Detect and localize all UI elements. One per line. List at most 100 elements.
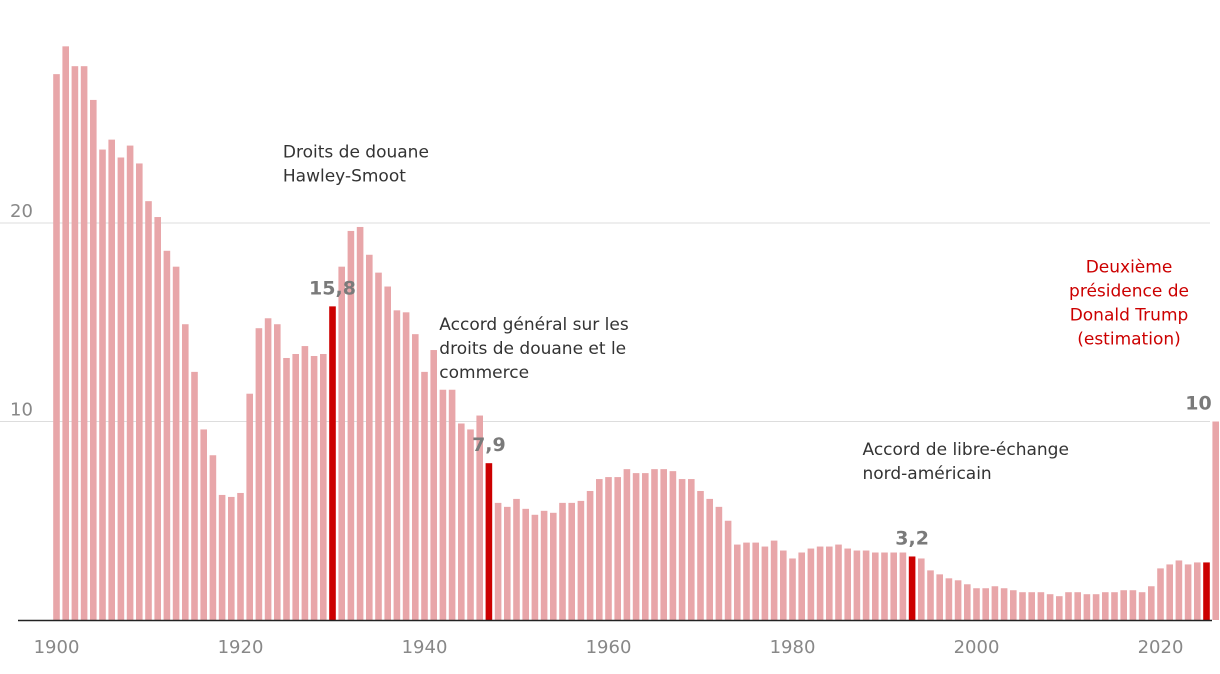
value-label-2025: 10 <box>1185 393 1211 415</box>
bar-1968 <box>678 479 686 620</box>
bar-1982 <box>807 548 815 620</box>
bar-1927 <box>301 346 309 620</box>
x-tick-label: 1940 <box>402 637 448 658</box>
annotation-nafta: Accord de libre-échange nord-américain <box>863 440 1069 484</box>
bar-1919 <box>228 496 235 620</box>
bar-1943 <box>448 389 456 620</box>
bar-2019 <box>1148 586 1155 620</box>
bar-2007 <box>1037 592 1045 620</box>
bar-1932 <box>347 230 355 620</box>
bar-1915 <box>191 371 198 621</box>
bar-1914 <box>182 324 189 620</box>
annotation-line: Accord général sur les <box>439 315 629 335</box>
bar-2018 <box>1138 592 1146 620</box>
bar-1907 <box>117 157 125 621</box>
bar-2006 <box>1028 592 1035 620</box>
bar-1984 <box>826 546 833 620</box>
bar-1934 <box>366 254 373 620</box>
bar-1988 <box>862 550 870 620</box>
bar-1935 <box>375 272 382 621</box>
value-label-1930: 15,8 <box>309 277 356 299</box>
bar-2001 <box>982 588 989 620</box>
bar-1971 <box>706 498 713 620</box>
bar-1985 <box>835 544 842 620</box>
annotation-line: Accord de libre-échange <box>863 440 1069 460</box>
bar-1991 <box>890 552 897 620</box>
bar-1911 <box>154 217 161 621</box>
bar-2008 <box>1046 594 1054 620</box>
bar-series <box>53 46 1219 621</box>
bar-1964 <box>642 473 649 620</box>
bar-2010 <box>1065 592 1072 620</box>
bar-2022 <box>1175 560 1183 620</box>
bar-1928 <box>310 355 318 620</box>
bar-highlight-1993 <box>908 556 916 620</box>
x-tick-label: 1960 <box>586 637 632 658</box>
bar-2014 <box>1102 592 1109 620</box>
bar-1963 <box>632 473 640 620</box>
bar-1923 <box>264 318 272 620</box>
grid-lines <box>0 222 1210 422</box>
bar-1976 <box>752 542 759 620</box>
bar-1957 <box>577 500 585 620</box>
annotation-line: Droits de douane <box>283 142 429 162</box>
bar-1901 <box>62 46 69 620</box>
bar-1946 <box>476 415 483 620</box>
bar-1900 <box>53 74 60 621</box>
bar-1941 <box>430 350 437 620</box>
bar-1961 <box>614 477 621 620</box>
bar-1973 <box>724 520 732 620</box>
bar-2003 <box>1000 588 1008 620</box>
bar-1936 <box>384 286 391 620</box>
bar-2005 <box>1019 592 1026 620</box>
bar-2013 <box>1092 594 1100 620</box>
bar-1904 <box>90 99 97 621</box>
bar-1910 <box>145 201 152 620</box>
bar-1959 <box>596 479 603 620</box>
bar-1990 <box>881 552 888 620</box>
bar-1950 <box>513 498 520 620</box>
bar-1958 <box>586 490 594 620</box>
y-tick-label: 20 <box>10 201 33 222</box>
bar-1903 <box>80 66 88 621</box>
annotation-line: nord-américain <box>863 464 992 484</box>
bar-1989 <box>872 552 879 620</box>
bar-1905 <box>99 149 106 620</box>
bar-1981 <box>798 552 805 620</box>
bar-1974 <box>734 544 741 620</box>
bar-1931 <box>338 266 345 620</box>
bar-1906 <box>108 139 115 620</box>
annotation-line: Donald Trump <box>1070 306 1189 326</box>
bar-1918 <box>218 494 226 620</box>
annotation-hawley-smoot: Droits de douane Hawley-Smoot <box>283 142 429 186</box>
value-label-1947: 7,9 <box>472 434 506 456</box>
bar-1922 <box>255 328 263 620</box>
bar-2020 <box>1157 568 1164 620</box>
x-tick-label: 1920 <box>218 637 264 658</box>
bar-1926 <box>292 354 299 620</box>
bar-2011 <box>1074 592 1081 620</box>
bar-1916 <box>200 429 207 620</box>
y-tick-label: 10 <box>10 400 33 421</box>
bar-1999 <box>964 584 971 620</box>
bar-1913 <box>172 266 180 620</box>
bar-2016 <box>1120 590 1127 620</box>
annotation-line: (estimation) <box>1077 330 1181 350</box>
bar-2009 <box>1056 596 1063 620</box>
bar-highlight-1930 <box>329 306 336 620</box>
bar-1977 <box>761 546 769 620</box>
bar-1952 <box>531 514 539 620</box>
bar-1948 <box>494 502 502 620</box>
value-labels: 15,8 7,9 3,2 10 <box>309 277 1212 549</box>
bar-1996 <box>936 574 943 620</box>
bar-1975 <box>743 542 750 620</box>
bar-highlight-1947 <box>485 463 493 620</box>
bar-1945 <box>467 429 474 620</box>
bar-2002 <box>991 586 999 620</box>
bar-1983 <box>816 546 824 620</box>
bar-1944 <box>458 423 465 620</box>
bar-1938 <box>402 312 410 620</box>
x-tick-label: 2000 <box>954 637 1000 658</box>
bar-2000 <box>973 588 980 620</box>
